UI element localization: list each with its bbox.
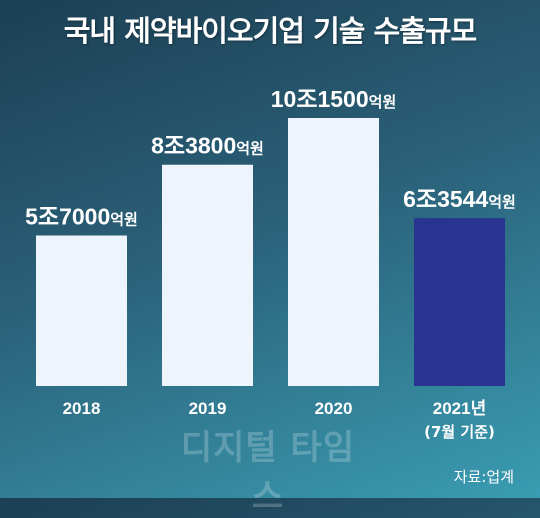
bar-value-label-1: 8조3800억원 (151, 133, 264, 159)
category-label-2: 2020 (315, 399, 353, 418)
chart-title: 국내 제약바이오기업 기술 수출규모 (63, 14, 478, 48)
bar-chart: 5조7000억원 2018 8조3800억원 2019 10조1500억원 2020 6조3… (25, 86, 516, 441)
bar-3 (414, 218, 505, 386)
bar-2 (288, 118, 379, 386)
category-label-3: 2021년 (433, 399, 486, 418)
category-label-1: 2019 (189, 399, 227, 418)
bar-value-label-2: 10조1500억원 (271, 86, 397, 112)
category-note-3: (7월 기준) (424, 423, 495, 441)
category-label-0: 2018 (63, 399, 101, 418)
source-note: 자료:업계 (453, 468, 514, 486)
bar-value-label-3: 6조3544억원 (403, 186, 516, 212)
bar-0 (36, 235, 127, 386)
bar-1 (162, 164, 253, 386)
watermark: 디지털 타임스 (180, 428, 356, 517)
bar-value-label-0: 5조7000억원 (25, 204, 138, 230)
